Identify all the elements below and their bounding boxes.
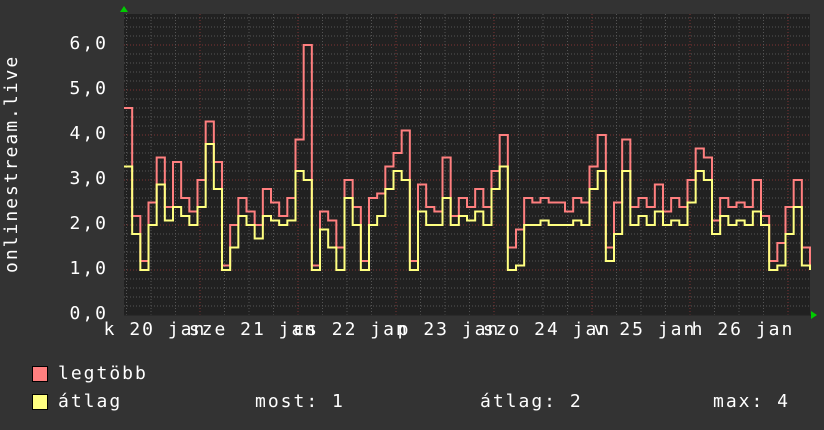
x-tick-label: sze 21 jan: [188, 319, 318, 340]
x-tick-label: cs 22 jan: [293, 319, 409, 340]
legend-most: most: 1: [255, 391, 345, 412]
x-tick-label: v 25 jan: [593, 319, 697, 340]
y-tick-label: 3,0: [69, 168, 108, 189]
legend-max-value: max: 4: [713, 391, 791, 412]
legend-swatch-max: [32, 366, 48, 382]
y-axis-arrow-icon: [120, 6, 128, 12]
x-tick-label: k 20 jan: [103, 319, 207, 340]
y-tick-label: 1,0: [69, 258, 108, 279]
legend-label-avg: átlag: [58, 391, 123, 412]
legend-swatch-avg: [32, 394, 48, 410]
x-axis-arrow-icon: [811, 311, 817, 319]
x-tick-label: szo 24 jan: [482, 319, 612, 340]
y-tick-label: 6,0: [69, 33, 108, 54]
series-line-max: [124, 44, 811, 270]
y-tick-label: 0,0: [69, 303, 108, 324]
y-axis-label: onlinestream.live: [1, 54, 22, 273]
series-line-avg: [124, 143, 811, 271]
y-tick-label: 4,0: [69, 123, 108, 144]
x-tick-label: h 26 jan: [691, 319, 795, 340]
legend-label-max: legtöbb: [58, 363, 148, 384]
y-tick-label: 5,0: [69, 78, 108, 99]
y-tick-label: 2,0: [69, 213, 108, 234]
x-tick-label: p 23 jan: [397, 319, 501, 340]
legend-avg-value: átlag: 2: [480, 391, 583, 412]
